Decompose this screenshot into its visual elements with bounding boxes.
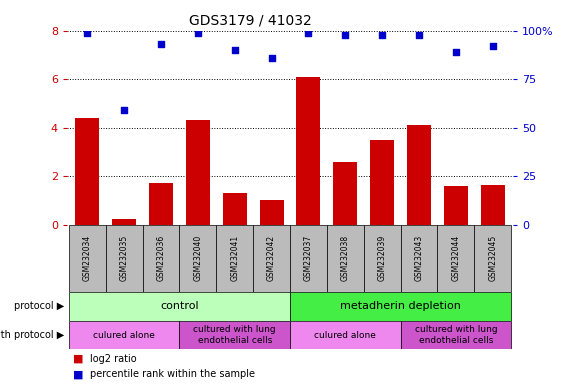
Bar (327, 225, 364, 292)
Text: growth protocol ▶: growth protocol ▶ (0, 330, 64, 340)
Bar (297, 77, 321, 225)
Text: culured alone: culured alone (93, 331, 155, 339)
Point (378, 31, 387, 38)
Text: GSM232034: GSM232034 (83, 235, 92, 281)
Bar (143, 225, 180, 292)
Bar (69, 225, 106, 292)
Point (120, 107, 129, 113)
Text: GSM232043: GSM232043 (415, 235, 423, 281)
Bar (106, 225, 143, 292)
Bar (444, 186, 468, 225)
Bar (180, 225, 216, 292)
Bar (401, 225, 437, 292)
Bar (75, 118, 99, 225)
Bar (180, 321, 290, 349)
Text: protocol ▶: protocol ▶ (14, 301, 64, 311)
Text: GSM232045: GSM232045 (489, 235, 497, 281)
Text: GSM232044: GSM232044 (451, 235, 461, 281)
Text: control: control (160, 301, 199, 311)
Point (415, 31, 424, 38)
Point (488, 43, 497, 49)
Text: GSM232039: GSM232039 (378, 235, 387, 281)
Text: GSM232041: GSM232041 (230, 235, 239, 281)
Text: GSM232042: GSM232042 (267, 235, 276, 281)
Bar (437, 225, 475, 292)
Point (193, 30, 202, 36)
Point (304, 30, 313, 36)
Bar (290, 225, 327, 292)
Bar (407, 125, 431, 225)
Text: GSM232038: GSM232038 (341, 235, 350, 281)
Bar (253, 225, 290, 292)
Point (83, 30, 92, 36)
Bar (216, 225, 253, 292)
Text: GSM232036: GSM232036 (157, 235, 166, 281)
Bar (69, 321, 180, 349)
Text: GSM232040: GSM232040 (194, 235, 202, 281)
Point (340, 31, 350, 38)
Bar (223, 193, 247, 225)
Bar (370, 140, 394, 225)
Text: ■: ■ (73, 369, 83, 379)
Text: GDS3179 / 41032: GDS3179 / 41032 (189, 13, 312, 27)
Point (267, 55, 276, 61)
Text: GSM232037: GSM232037 (304, 235, 313, 281)
Point (451, 49, 461, 55)
Point (230, 47, 240, 53)
Text: culured alone: culured alone (314, 331, 376, 339)
Bar (290, 292, 511, 321)
Bar (333, 162, 357, 225)
Text: cultured with lung
endothelial cells: cultured with lung endothelial cells (415, 325, 497, 345)
Bar (186, 121, 210, 225)
Text: log2 ratio: log2 ratio (90, 354, 137, 364)
Bar (69, 292, 290, 321)
Bar (290, 321, 401, 349)
Bar (259, 200, 283, 225)
Text: percentile rank within the sample: percentile rank within the sample (90, 369, 255, 379)
Text: cultured with lung
endothelial cells: cultured with lung endothelial cells (194, 325, 276, 345)
Point (156, 41, 166, 47)
Bar (364, 225, 401, 292)
Text: metadherin depletion: metadherin depletion (340, 301, 461, 311)
Text: ■: ■ (73, 354, 83, 364)
Bar (149, 184, 173, 225)
Text: GSM232035: GSM232035 (120, 235, 129, 281)
Bar (112, 218, 136, 225)
Bar (481, 185, 505, 225)
Bar (401, 321, 511, 349)
Bar (475, 225, 511, 292)
